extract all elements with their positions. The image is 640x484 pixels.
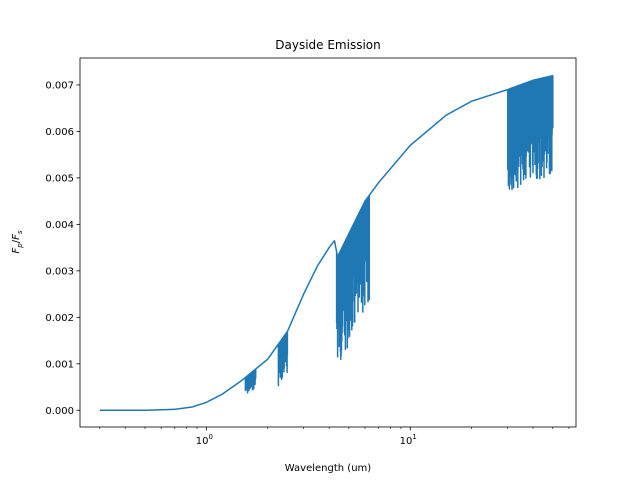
y-axis-label: Fp/Fs [11, 230, 24, 253]
y-label-base: F [11, 248, 22, 254]
y-label-sub-s: s [16, 230, 24, 234]
x-tick-label: 100 [196, 433, 213, 447]
y-tick-label: 0.000 [45, 406, 74, 417]
x-axis-label: Wavelength (um) [285, 463, 371, 474]
y-tick-label: 0.003 [45, 266, 74, 277]
y-tick-label: 0.007 [45, 80, 74, 91]
series-line [99, 74, 554, 412]
y-axis-ticks: 0.000 0.001 0.002 0.003 0.004 0.005 0.006 0.007 [45, 80, 80, 417]
series-group [99, 74, 554, 412]
x-axis-ticks: 100 101 [99, 427, 570, 447]
y-tick-label: 0.004 [45, 220, 74, 231]
chart-title: Dayside Emission [275, 38, 381, 52]
y-label-slash: / [11, 239, 22, 243]
plot-area-frame [79, 57, 577, 428]
y-tick-label: 0.002 [45, 313, 74, 324]
y-tick-label: 0.005 [45, 173, 74, 184]
y-tick-label: 0.006 [45, 127, 74, 138]
y-tick-label: 0.001 [45, 359, 74, 370]
x-tick-label: 101 [400, 433, 417, 447]
y-label-base-2: F [11, 234, 22, 240]
y-label-sub-p: p [16, 243, 24, 249]
